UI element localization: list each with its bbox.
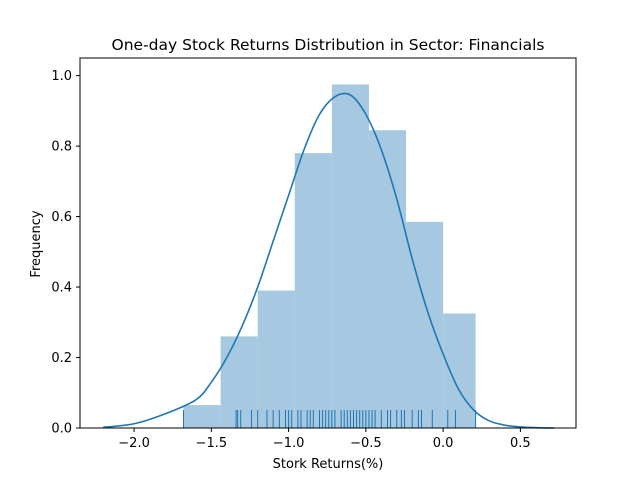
x-tick-label: −1.5 xyxy=(196,436,228,451)
y-tick-label: 0.6 xyxy=(51,210,72,225)
x-tick-label: −2.0 xyxy=(118,436,150,451)
y-tick-label: 0.0 xyxy=(51,422,72,437)
y-tick-label: 0.8 xyxy=(51,140,72,155)
histogram-bar xyxy=(331,84,369,428)
y-tick-label: 0.4 xyxy=(51,281,72,296)
chart-title: One-day Stock Returns Distribution in Se… xyxy=(112,36,545,54)
x-tick-label: −1.0 xyxy=(273,436,305,451)
y-axis-label: Frequency xyxy=(29,210,44,277)
histogram-bar xyxy=(368,130,407,428)
y-tick-label: 1.0 xyxy=(51,69,72,84)
kde-line xyxy=(103,92,555,429)
plot-area: −2.0 −1.5 −1.0 −0.5 0.0 0.5 0.0 0.2 0.4 0.6 0.8 1.0 xyxy=(51,57,577,451)
histogram-bar xyxy=(294,153,332,428)
x-axis-label: Stork Returns(%) xyxy=(273,457,384,472)
histogram-bar xyxy=(443,313,476,428)
x-tick-label: −0.5 xyxy=(350,436,382,451)
y-tick-label: 0.2 xyxy=(51,351,72,366)
x-tick-label: 0.5 xyxy=(510,436,531,451)
histogram-bar xyxy=(183,405,221,428)
histogram-bar xyxy=(406,221,444,428)
axes-frame xyxy=(79,57,577,429)
histogram-bar xyxy=(220,336,258,428)
histogram-bar xyxy=(257,290,295,428)
x-tick-label: 0.0 xyxy=(433,436,454,451)
